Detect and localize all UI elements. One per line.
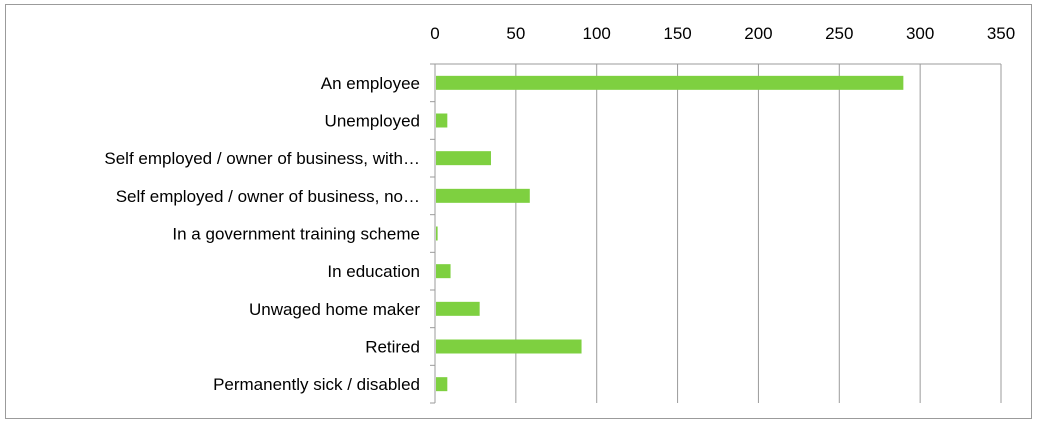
chart-frame: 0 50 100 150 200 250 300 350 An employee Unemploy… (5, 4, 1032, 419)
x-tick-label: 150 (663, 24, 691, 43)
x-tick-label: 0 (430, 24, 439, 43)
x-tick-label: 50 (506, 24, 525, 43)
gridlines (515, 64, 1002, 403)
x-tick-label: 200 (744, 24, 772, 43)
bar (436, 264, 451, 279)
labels: 0 50 100 150 200 250 300 350 An employee Unemploy… (104, 24, 1015, 394)
bar (436, 339, 582, 354)
category-label: Self employed / owner of business, with… (104, 149, 420, 168)
bar (436, 113, 448, 128)
axes (430, 63, 1001, 404)
bar (436, 75, 904, 90)
bar (436, 188, 530, 203)
category-label: Unwaged home maker (249, 300, 420, 319)
bar (436, 301, 480, 316)
category-label: Self employed / owner of business, no… (116, 187, 420, 206)
bar (436, 226, 438, 241)
category-label: Retired (365, 338, 420, 357)
category-label: In a government training scheme (172, 225, 420, 244)
x-tick-label: 300 (906, 24, 934, 43)
category-label: In education (327, 262, 420, 281)
bar (436, 151, 491, 166)
category-label: Permanently sick / disabled (213, 375, 420, 394)
category-label: Unemployed (325, 112, 420, 131)
x-tick-label: 250 (825, 24, 853, 43)
bar-chart: 0 50 100 150 200 250 300 350 An employee Unemploy… (104, 24, 1015, 404)
category-label: An employee (321, 74, 420, 93)
bar (436, 377, 448, 392)
x-tick-label: 350 (987, 24, 1015, 43)
x-tick-label: 100 (583, 24, 611, 43)
bars (436, 75, 904, 392)
